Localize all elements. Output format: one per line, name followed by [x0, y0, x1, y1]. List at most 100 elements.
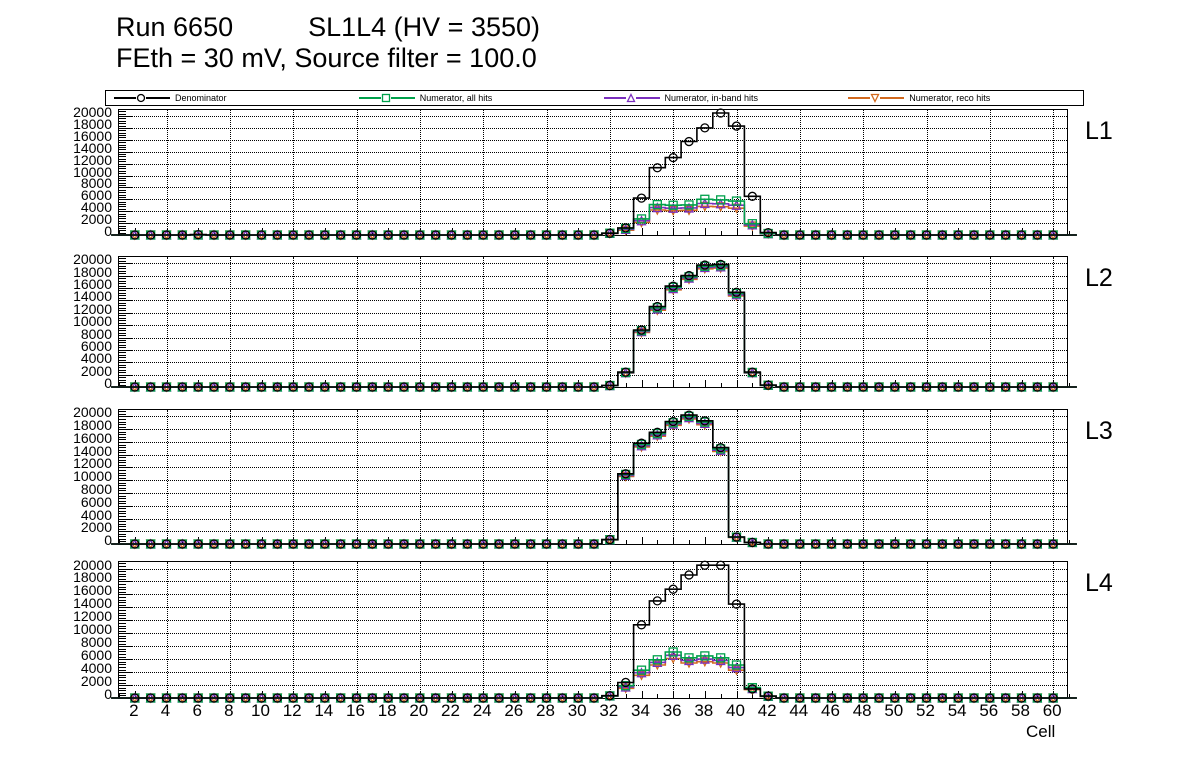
y-axis-tick-label: 12000 — [73, 455, 112, 472]
gridline-horizontal — [119, 163, 1067, 165]
x-axis-tick-label: 38 — [694, 701, 714, 720]
x-axis-tick-label: 54 — [947, 701, 967, 720]
gridline-vertical — [736, 257, 738, 387]
y-axis-tick-label: 6000 — [80, 493, 112, 510]
gridline-vertical — [989, 410, 991, 544]
gridline-vertical — [1053, 110, 1055, 235]
gridline-horizontal — [119, 349, 1067, 351]
gridline-horizontal — [119, 518, 1067, 520]
y-axis-tick-label: 20000 — [73, 404, 112, 421]
x-axis-tick-label: 16 — [346, 701, 365, 720]
legend-label: Numerator, in-band hits — [664, 93, 759, 103]
y-axis-tick-label: 4000 — [80, 350, 112, 367]
series-denominator — [111, 259, 1077, 392]
gridline-horizontal — [119, 454, 1067, 456]
y-axis-tick-label: 18000 — [73, 417, 112, 434]
gridline-vertical — [736, 110, 738, 235]
gridline-vertical — [166, 110, 168, 235]
y-axis-tick-labels-l1: 0 2000 4000 6000 8000 10000 12000 14000 16000 180… — [0, 105, 116, 238]
gridline-vertical — [483, 110, 485, 235]
plot-panel-l1 — [111, 108, 1077, 241]
x-axis-tick-label: 18 — [377, 701, 397, 720]
gridline-vertical — [863, 257, 865, 387]
gridline-horizontal — [119, 685, 1067, 686]
x-axis-tick-label: 4 — [160, 701, 171, 720]
y-axis-tick-label: 8000 — [80, 175, 112, 192]
x-axis-tick-label: 8 — [224, 701, 234, 720]
y-axis-tick-label: 10000 — [73, 163, 112, 180]
gridline-vertical — [609, 110, 611, 235]
gridline-vertical — [229, 562, 231, 698]
panel-label-l1: L1 — [1085, 117, 1113, 145]
gridline-vertical — [546, 110, 548, 235]
gridline-horizontal — [119, 531, 1067, 533]
y-axis-tick-label: 0 — [104, 375, 112, 391]
y-axis-tick-label: 16000 — [73, 429, 112, 446]
gridline-horizontal — [119, 493, 1067, 494]
gridline-vertical — [863, 562, 865, 698]
gridline-vertical — [293, 257, 295, 387]
gridline-vertical — [989, 562, 991, 698]
x-axis-tick-label: 6 — [192, 701, 202, 720]
gridline-horizontal — [119, 374, 1067, 376]
gridline-horizontal — [119, 581, 1067, 583]
gridline-horizontal — [119, 223, 1067, 225]
gridline-horizontal — [119, 441, 1067, 443]
gridline-vertical — [799, 110, 801, 235]
panel-label-l3: L3 — [1085, 417, 1113, 445]
x-axis-tick-label: 30 — [567, 701, 587, 720]
y-axis-tick-label: 2000 — [80, 362, 112, 379]
gridline-horizontal — [119, 199, 1067, 201]
plot-panel-l3 — [111, 409, 1077, 550]
y-axis-tick-label: 16000 — [73, 276, 112, 292]
panel-label-l2: L2 — [1085, 264, 1113, 292]
y-axis-tick-label: 8000 — [80, 325, 112, 342]
y-axis-tick-label: 6000 — [80, 647, 112, 664]
legend-entry-3: Numerator, in-band hits — [603, 91, 759, 105]
gridline-horizontal — [119, 607, 1067, 609]
y-axis-tick-label: 16000 — [73, 127, 112, 144]
y-axis-tick-label: 18000 — [73, 263, 112, 280]
gridline-vertical — [609, 257, 611, 387]
gridline-vertical — [229, 110, 231, 235]
gridline-horizontal — [119, 275, 1067, 277]
gridline-vertical — [166, 562, 168, 698]
gridline-vertical — [483, 562, 485, 698]
gridline-horizontal — [119, 362, 1067, 364]
gridline-horizontal — [119, 325, 1067, 327]
gridline-vertical — [926, 410, 928, 544]
y-axis-tick-label: 12000 — [73, 300, 112, 317]
gridline-horizontal — [119, 659, 1067, 661]
series-denominator — [111, 108, 1077, 240]
plot-panel-l2 — [111, 256, 1077, 393]
y-axis-tick-label: 8000 — [80, 481, 112, 497]
series-numerator-in-band-hits — [111, 197, 1077, 240]
gridline-horizontal — [119, 480, 1067, 482]
x-axis-tick-label: 52 — [916, 701, 935, 720]
y-axis-tick-label: 8000 — [80, 634, 112, 651]
y-axis-tick-label: 4000 — [80, 199, 112, 216]
title-line-1: Run 6650 SL1L4 (HV = 3550) — [116, 12, 541, 42]
gridline-vertical — [1053, 257, 1055, 387]
series-numerator-reco-hits — [111, 201, 1077, 241]
y-axis-tick-label: 4000 — [80, 660, 112, 677]
gridline-vertical — [673, 562, 675, 698]
series-denominator — [111, 410, 1077, 549]
y-axis-tick-labels-l3: 0 2000 4000 6000 8000 10000 12000 14000 16000 180… — [0, 404, 116, 547]
gridline-vertical — [356, 110, 358, 235]
gridline-horizontal — [119, 568, 1067, 570]
series-layer — [111, 560, 1077, 704]
y-axis-tick-label: 14000 — [73, 442, 112, 459]
gridline-vertical — [799, 410, 801, 544]
gridline-vertical — [546, 257, 548, 387]
y-axis-tick-label: 0 — [104, 686, 112, 702]
series-numerator-in-band-hits — [111, 412, 1077, 549]
gridline-vertical — [419, 110, 421, 235]
gridline-vertical — [166, 410, 168, 544]
y-axis-tick-label: 2000 — [80, 673, 112, 689]
gridline-horizontal — [119, 300, 1067, 302]
legend-label: Numerator, all hits — [419, 93, 493, 103]
gridline-vertical — [546, 562, 548, 698]
y-axis-tick-label: 6000 — [80, 187, 112, 204]
